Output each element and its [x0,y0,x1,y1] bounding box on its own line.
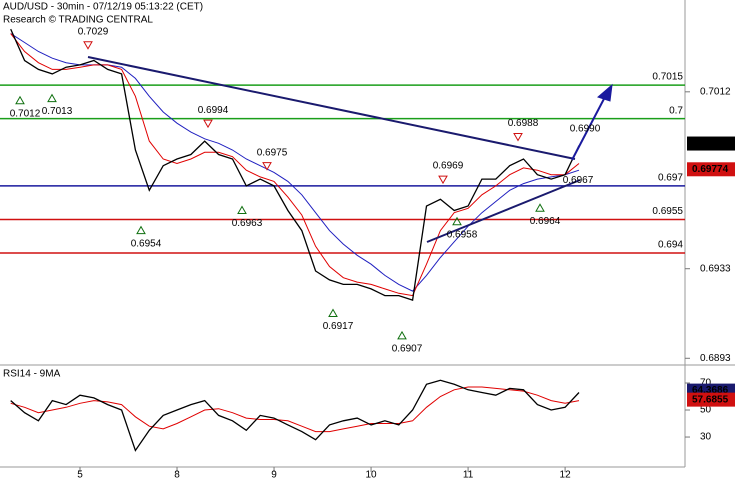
high-marker [513,133,523,142]
last-value-label: 0.69889 [692,138,729,149]
y-tick-label: 0.6893 [700,353,731,364]
low-marker [397,330,407,340]
series-line [10,379,580,452]
high-marker [83,41,93,50]
high-marker [438,175,448,185]
x-tick-label: 5 [77,470,83,480]
annotation-label: 0.6988 [508,118,539,129]
series-line [10,28,580,301]
annotation-label: 0.6958 [447,229,478,240]
last-value-label: 0.69774 [692,164,729,175]
support-trendline [426,179,581,243]
low-marker [452,216,462,226]
level-label: 0.697 [658,172,683,183]
last-value-label: 64.3686 [692,385,729,396]
annotation-label: 0.6964 [530,216,561,227]
annotation-label: 0.6975 [257,147,288,158]
layers [0,28,685,452]
low-marker [136,225,146,235]
level-label: 0.694 [658,240,683,251]
x-tick-label: 11 [463,470,474,480]
annotation-label: 0.6907 [392,344,423,355]
annotation-label: 0.7013 [42,106,73,117]
last-value-box [687,162,735,177]
forecast-arrow [571,94,607,161]
x-tick-label: 12 [560,470,572,480]
last-value-box [687,136,735,151]
annotation-label: 0.6969 [433,161,464,172]
last-value-box [687,392,735,407]
annotation-label: 0.7012 [10,108,41,119]
annotation-label: 0.6954 [131,238,162,249]
high-marker [262,162,272,171]
x-tick-label: 10 [365,470,377,480]
annotation-label: 0.6963 [232,218,263,229]
y-tick-label: 70 [700,378,712,389]
level-label: 0.7015 [652,72,683,83]
x-tick-label: 9 [271,470,277,480]
series-line [10,386,580,433]
low-marker [535,203,545,212]
y-tick-label: 0.7012 [700,86,731,97]
high-marker [203,119,213,129]
annotation-label: 0.6994 [198,105,229,116]
annotation-label: 0.6990 [570,124,601,135]
resistance-trendline [87,56,576,160]
arrow-head [597,83,613,102]
last-value-label: 57.6855 [692,394,729,405]
panel-title: RSI14 - 9MA [3,369,61,380]
y-tick-label: 0.6933 [700,263,731,274]
y-tick-label: 30 [700,432,712,443]
level-label: 0.6955 [652,206,683,217]
annotation-label: 0.7029 [78,26,109,37]
low-marker [47,93,57,103]
low-marker [15,95,25,105]
annotation-label: 0.6917 [323,321,354,332]
chart-subtitle: Research © TRADING CENTRAL [3,15,153,26]
x-tick-label: 8 [174,470,180,480]
chart-title: AUD/USD - 30min - 07/12/19 05:13:22 (CET… [3,2,203,13]
annotation-label: 0.6967 [563,175,594,186]
y-tick-label: 50 [700,405,712,416]
series-line [10,33,580,297]
low-marker [328,308,338,318]
level-label: 0.7 [669,105,683,116]
low-marker [237,205,247,215]
